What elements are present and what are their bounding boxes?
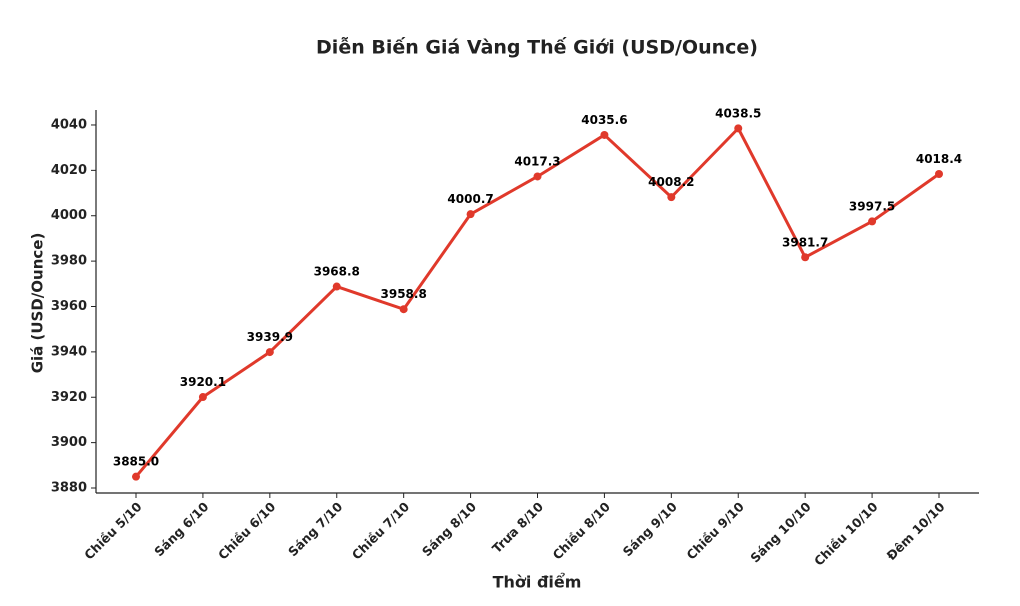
marker xyxy=(533,172,542,181)
data-label: 4000.7 xyxy=(447,192,493,206)
data-label: 3920.1 xyxy=(180,375,226,389)
y-tick-label: 3960 xyxy=(51,299,87,314)
y-tick-label: 4000 xyxy=(51,208,87,223)
x-tick-label: Sáng 10/10 xyxy=(747,499,814,566)
marker xyxy=(332,282,341,291)
marker xyxy=(868,217,877,226)
y-tick-label: 3920 xyxy=(51,390,87,405)
x-tick-label: Sáng 9/10 xyxy=(620,499,681,560)
marker xyxy=(734,124,743,133)
x-tick-label: Chiều 8/10 xyxy=(550,499,614,563)
y-tick-label: 4040 xyxy=(51,117,87,132)
data-label: 4017.3 xyxy=(514,154,560,168)
x-tick-label: Sáng 7/10 xyxy=(285,499,346,560)
x-tick-label: Chiều 10/10 xyxy=(811,499,881,569)
data-label: 3968.8 xyxy=(314,265,360,279)
data-label: 3997.5 xyxy=(849,199,895,213)
marker xyxy=(935,169,943,178)
data-label: 3981.7 xyxy=(782,235,828,249)
y-tick-label: 3900 xyxy=(51,435,87,450)
data-label: 3939.9 xyxy=(247,330,293,344)
data-label: 4035.6 xyxy=(581,113,627,127)
x-tick-label: Trưa 8/10 xyxy=(489,499,546,556)
x-tick-label: Chiều 9/10 xyxy=(683,499,747,563)
marker xyxy=(132,472,140,481)
marker xyxy=(600,130,609,139)
data-label: 3958.8 xyxy=(381,287,427,301)
marker xyxy=(801,253,810,262)
y-tick-label: 3880 xyxy=(51,481,87,496)
marker xyxy=(399,305,408,314)
line xyxy=(134,126,940,478)
marker xyxy=(466,210,475,219)
x-tick-label: Sáng 8/10 xyxy=(419,499,480,560)
marker xyxy=(198,393,207,402)
marker xyxy=(265,348,274,357)
y-tick-label: 3940 xyxy=(51,344,87,359)
x-tick-label: Chiều 7/10 xyxy=(349,499,413,563)
x-tick-label: Chiều 6/10 xyxy=(215,499,279,563)
marker xyxy=(667,193,676,202)
x-axis-label: Thời điểm xyxy=(493,573,582,592)
y-tick-label: 3980 xyxy=(51,254,87,269)
data-label: 4018.4 xyxy=(916,152,962,166)
y-axis-label: Giá (USD/Ounce) xyxy=(29,233,47,374)
y-tick-label: 4020 xyxy=(51,163,87,178)
x-tick-label: Chiều 5/10 xyxy=(81,499,145,563)
data-label: 4038.5 xyxy=(715,106,761,120)
x-tick-label: Sáng 6/10 xyxy=(151,499,212,560)
chart-title: Diễn Biến Giá Vàng Thế Giới (USD/Ounce) xyxy=(316,35,758,59)
data-label: 4008.2 xyxy=(648,175,694,189)
x-tick-label: Đêm 10/10 xyxy=(883,499,947,563)
data-label: 3885.0 xyxy=(113,455,159,469)
